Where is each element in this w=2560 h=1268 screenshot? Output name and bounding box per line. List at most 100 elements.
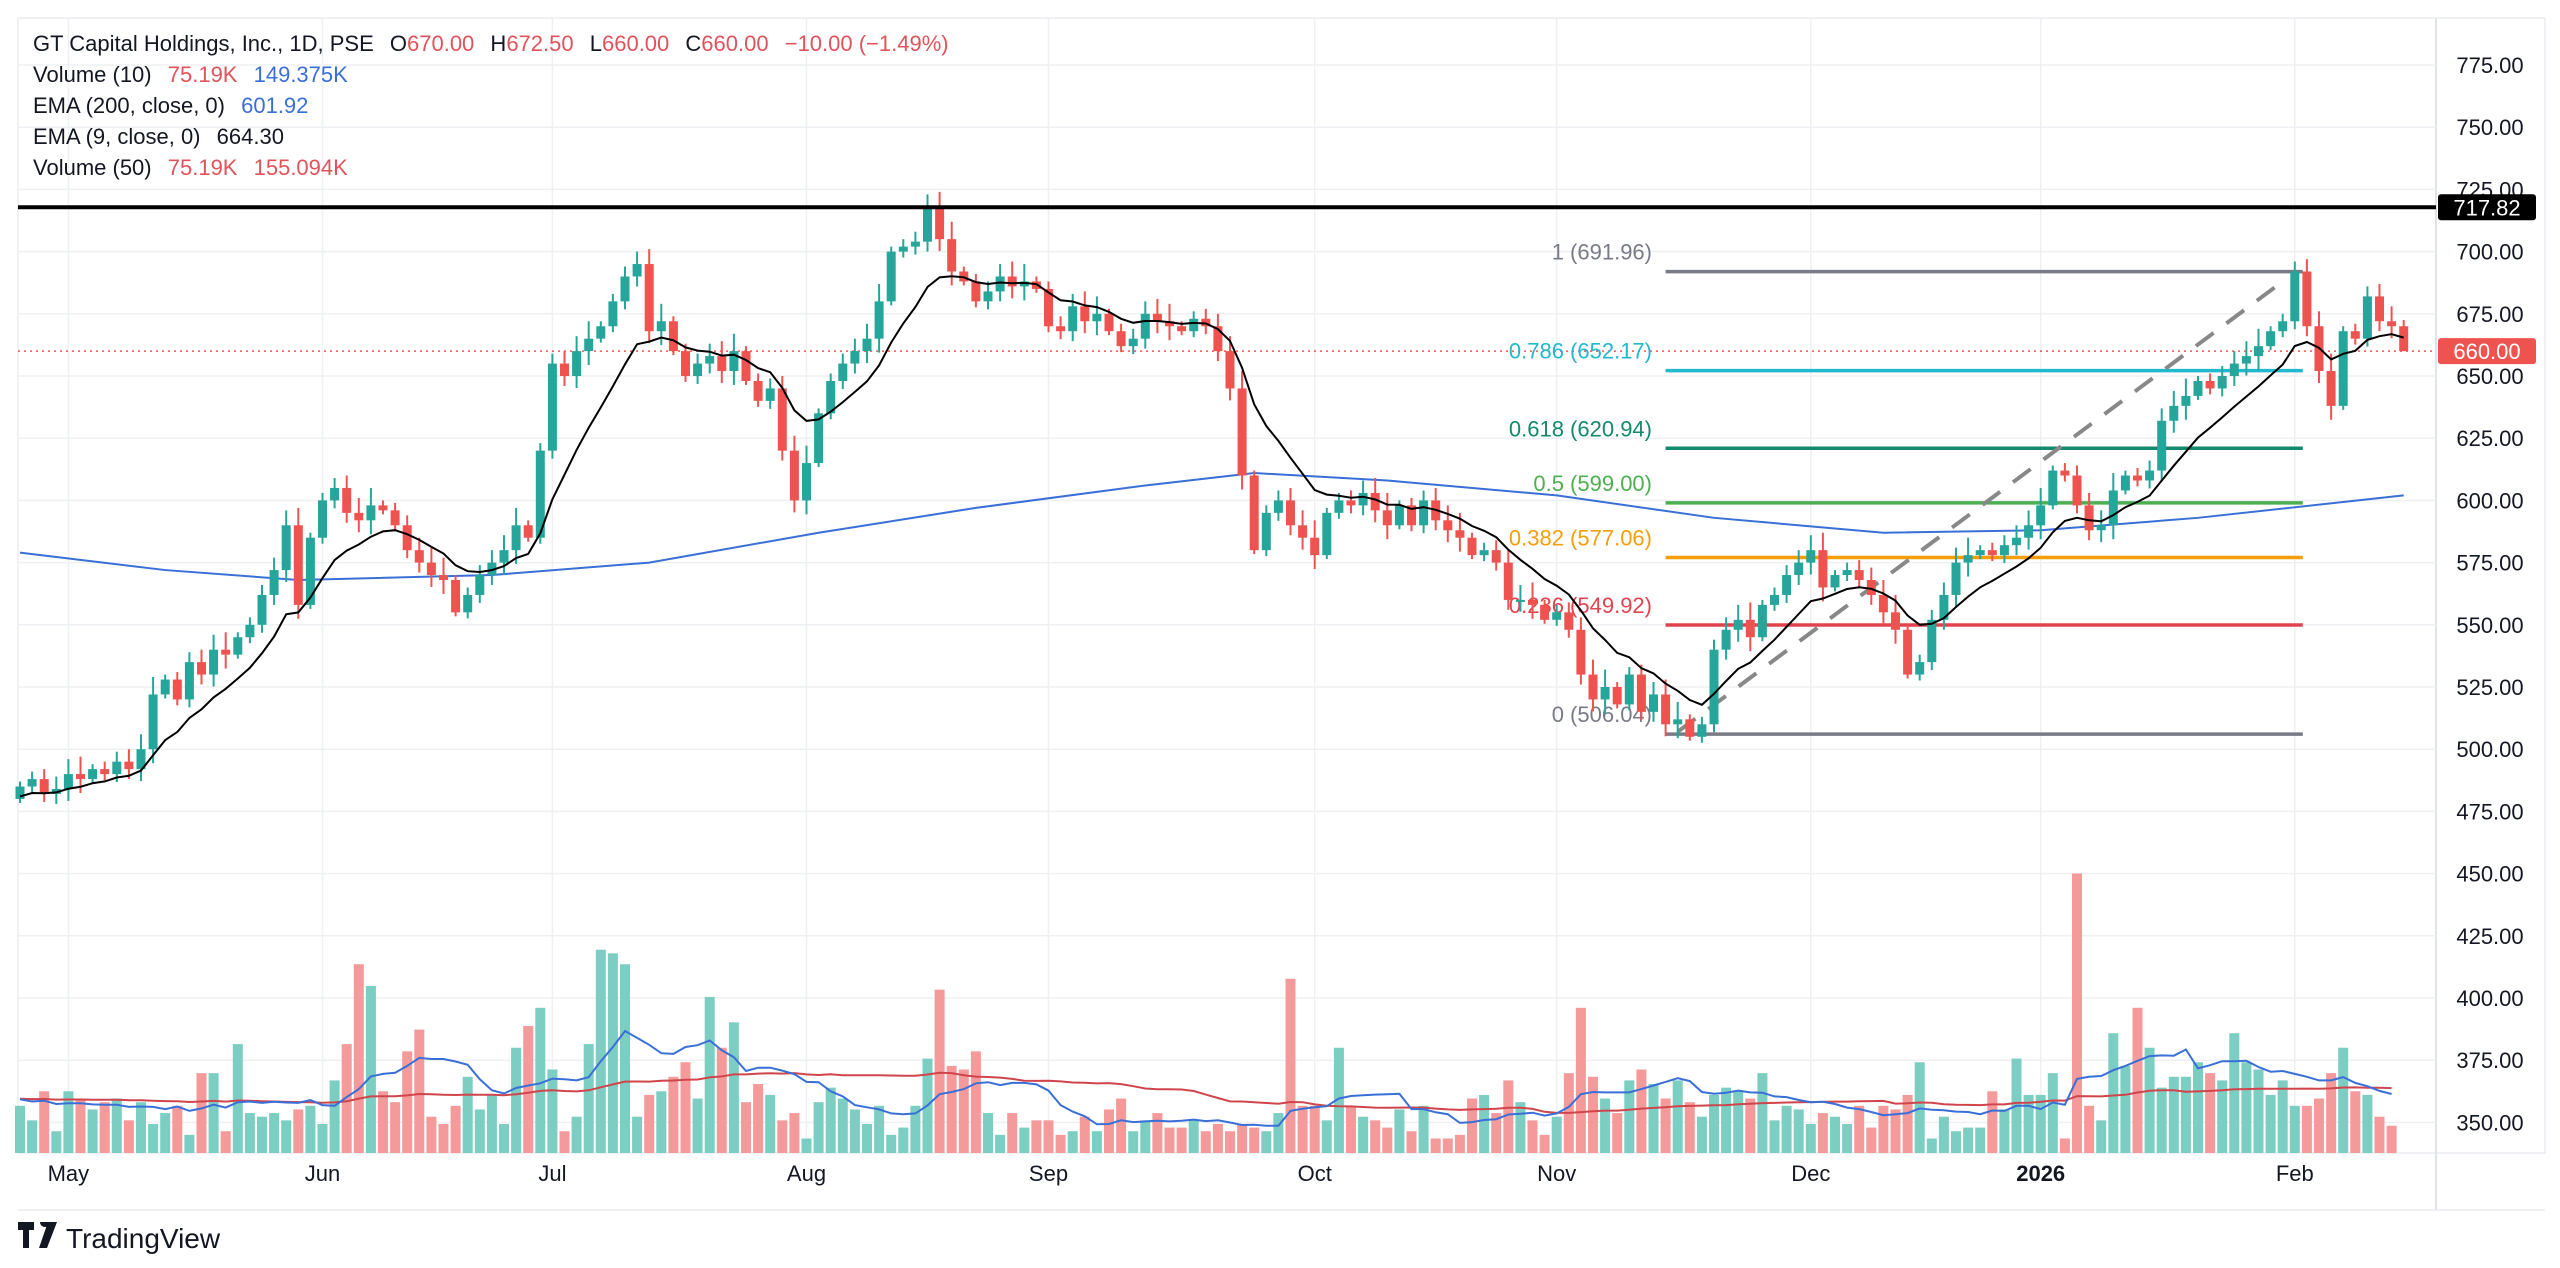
- volume-bar: [825, 1087, 836, 1153]
- volume-bar: [136, 1102, 146, 1153]
- volume-bar: [777, 1120, 788, 1153]
- candle-body: [886, 251, 896, 302]
- candle-body: [789, 450, 799, 501]
- volume-bar: [1212, 1123, 1223, 1153]
- volume-bar: [220, 1131, 231, 1153]
- volume-bar: [668, 1076, 679, 1153]
- candle-body: [1237, 388, 1247, 476]
- candle: [390, 502, 400, 532]
- candle: [850, 338, 860, 374]
- volume-bar: [1442, 1138, 1453, 1153]
- candle: [1225, 336, 1235, 401]
- ema200-label: EMA (200, close, 0): [33, 93, 225, 118]
- candle: [2338, 326, 2348, 410]
- volume-bar: [474, 1109, 485, 1153]
- candle-body: [1745, 619, 1755, 638]
- volume-bar: [232, 1044, 243, 1153]
- volume-bar: [341, 1044, 352, 1153]
- legend-volume50-row[interactable]: Volume (50) 75.19K 155.094K: [33, 152, 949, 183]
- candle-body: [293, 525, 303, 605]
- candle-body: [1806, 550, 1816, 563]
- candle-body: [269, 570, 279, 595]
- y-tick-label: 475.00: [2456, 799, 2523, 824]
- candle: [1782, 565, 1792, 603]
- candle: [2145, 460, 2155, 489]
- fib-trend-line: [1676, 279, 2284, 734]
- x-tick-label: Sep: [1029, 1161, 1068, 1186]
- candle: [1419, 490, 1429, 534]
- x-tick-label: Dec: [1791, 1161, 1830, 1186]
- candle-body: [1661, 694, 1671, 725]
- candle-body: [1189, 318, 1199, 332]
- candle: [547, 353, 557, 459]
- volume-bar: [704, 996, 715, 1153]
- candle: [2024, 510, 2034, 550]
- volume-ma10-line: [19, 1029, 2392, 1127]
- volume-bar: [2314, 1098, 2324, 1153]
- volume-bar: [1321, 1120, 1332, 1153]
- candle-body: [1044, 288, 1053, 327]
- candle: [499, 535, 509, 575]
- candle: [1237, 371, 1247, 490]
- volume-bar: [1261, 1131, 1272, 1153]
- tradingview-logo[interactable]: TradingView: [18, 1217, 221, 1256]
- y-tick-label: 600.00: [2456, 488, 2523, 513]
- candle-body: [354, 512, 364, 521]
- candle-body: [1068, 306, 1078, 332]
- y-tick-label: 450.00: [2456, 862, 2523, 887]
- legend-ema200-row[interactable]: EMA (200, close, 0) 601.92: [33, 90, 949, 121]
- candle-body: [1503, 562, 1513, 600]
- candle-body: [1830, 575, 1840, 588]
- volume-bar: [1285, 978, 1296, 1153]
- candle-body: [1322, 512, 1332, 556]
- candle-body: [124, 761, 134, 770]
- candle: [1213, 313, 1223, 362]
- legend-symbol-row[interactable]: GT Capital Holdings, Inc., 1D, PSE O670.…: [33, 28, 949, 59]
- candle-body: [608, 301, 618, 327]
- candle-body: [983, 291, 993, 302]
- candle-body: [172, 679, 182, 700]
- volume-bar: [1902, 1094, 1913, 1153]
- candle-body: [1588, 674, 1598, 700]
- candle-body: [2399, 326, 2409, 352]
- candle: [2048, 465, 2058, 510]
- candle-body: [1443, 520, 1453, 531]
- volume-bar: [1999, 1109, 2010, 1153]
- volume-bar: [1781, 1105, 1792, 1153]
- fib-level-label: 0.382 (577.06): [1509, 525, 1652, 550]
- volume-bar: [208, 1073, 219, 1153]
- candle-body: [802, 463, 811, 501]
- volume-bar: [1297, 1105, 1308, 1153]
- volume-bar: [1745, 1098, 1756, 1153]
- tradingview-logo-text: TradingView: [66, 1223, 221, 1254]
- candle-body: [765, 388, 775, 401]
- candle-body: [2205, 380, 2215, 389]
- candle: [608, 293, 618, 333]
- candle: [2290, 261, 2300, 330]
- candle: [2302, 259, 2312, 337]
- candle-body: [1394, 505, 1404, 526]
- candle: [802, 445, 811, 515]
- ema9-label: EMA (9, close, 0): [33, 124, 201, 149]
- volume-bar: [2096, 1120, 2107, 1153]
- volume-bar: [1672, 1080, 1683, 1153]
- candle: [197, 649, 206, 685]
- candle-body: [535, 450, 545, 538]
- legend-ema9-row[interactable]: EMA (9, close, 0) 664.30: [33, 121, 949, 152]
- volume-bar: [2229, 1033, 2240, 1153]
- y-tick-label: 650.00: [2456, 364, 2523, 389]
- volume-bar: [329, 1080, 340, 1153]
- y-tick-label: 375.00: [2456, 1048, 2523, 1073]
- candle: [1939, 582, 1949, 630]
- volume-bar: [1757, 1073, 1768, 1153]
- candle-body: [1866, 580, 1876, 595]
- candle-body: [1685, 719, 1695, 737]
- candle-body: [1152, 313, 1162, 322]
- volume-bar: [2156, 1087, 2167, 1153]
- legend-volume10-row[interactable]: Volume (10) 75.19K 149.375K: [33, 59, 949, 90]
- open-value: 670.00: [407, 31, 475, 56]
- candle-body: [1310, 537, 1320, 556]
- fib-level-label: 1 (691.96): [1552, 240, 1652, 265]
- volume-bar: [595, 949, 606, 1153]
